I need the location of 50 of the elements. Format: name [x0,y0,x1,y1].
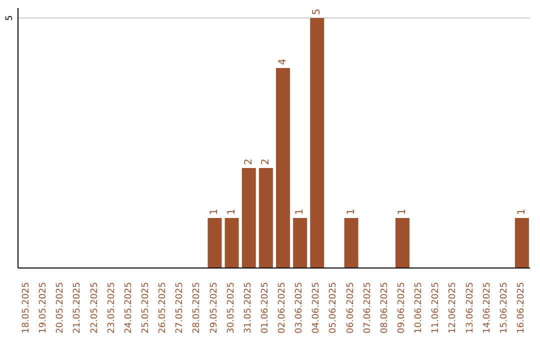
x-tick-label: 03.06.2025 [294,282,305,334]
x-tick-label: 01.06.2025 [260,282,270,334]
x-tick-label: 14.06.2025 [482,282,492,334]
x-tick-label: 06.06.2025 [346,282,356,334]
x-tick-label: 26.05.2025 [158,282,168,334]
x-tick-label: 30.05.2025 [226,282,236,334]
data-label: 1 [396,208,408,215]
x-tick-label: 21.05.2025 [72,282,83,334]
x-tick-label: 02.06.2025 [278,282,288,334]
x-tick-label: 31.05.2025 [243,282,254,334]
bar [310,18,324,268]
x-tick-label: 15.06.2025 [499,282,510,334]
x-tick-label: 07.06.2025 [362,282,373,334]
x-tick-label: 24.05.2025 [124,282,134,334]
x-tick-label: 13.06.2025 [465,282,476,334]
bar [344,218,358,268]
x-tick-label: 22.05.2025 [90,282,100,334]
data-label: 1 [209,208,220,215]
data-label: 2 [243,158,254,165]
x-tick-label: 20.05.2025 [56,282,66,334]
data-label: 1 [226,208,238,215]
x-tick-label: 16.06.2025 [516,282,526,334]
x-tick-label: 28.05.2025 [192,282,202,334]
x-tick-label: 12.06.2025 [448,282,458,334]
x-tick-label: 27.05.2025 [175,282,186,334]
bar [395,218,410,268]
x-tick-label: 10.06.2025 [414,282,424,334]
bar [242,168,256,268]
bar [208,218,222,268]
data-label: 2 [260,158,272,165]
x-tick-label: 19.05.2025 [38,282,49,334]
data-label: 1 [294,208,306,215]
x-tick-label: 11.06.2025 [431,282,442,334]
x-tick-label: 05.06.2025 [328,282,339,334]
data-label: 5 [312,8,323,15]
bar [514,218,529,268]
bar [293,218,308,268]
x-tick-label: 23.05.2025 [106,282,117,334]
x-tick-label: 08.06.2025 [380,282,390,334]
data-label: 4 [278,58,288,65]
x-tick-label: 04.06.2025 [312,282,322,334]
x-tick-label: 25.05.2025 [141,282,151,334]
x-tick-label: 09.06.2025 [397,282,407,334]
x-tick-label: 29.05.2025 [209,282,220,334]
bar [258,168,273,268]
bar [276,68,290,268]
bar [224,218,239,268]
data-label: 1 [346,208,357,215]
data-label: 1 [516,208,528,215]
x-tick-label: 18.05.2025 [22,282,32,334]
